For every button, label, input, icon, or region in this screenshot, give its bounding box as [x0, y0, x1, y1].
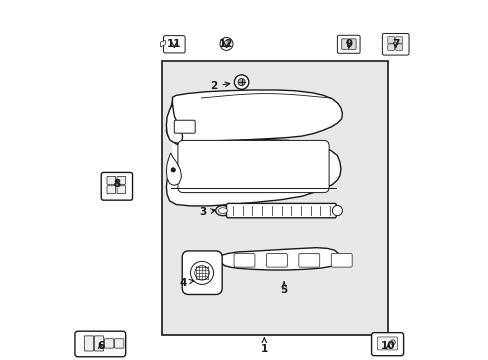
- FancyBboxPatch shape: [337, 35, 359, 53]
- FancyBboxPatch shape: [117, 186, 125, 194]
- FancyBboxPatch shape: [387, 44, 394, 50]
- FancyBboxPatch shape: [341, 39, 348, 49]
- Text: 1: 1: [260, 338, 267, 354]
- Text: 7: 7: [391, 39, 399, 49]
- FancyBboxPatch shape: [75, 331, 125, 357]
- FancyBboxPatch shape: [382, 33, 408, 55]
- Text: 12: 12: [219, 39, 233, 49]
- Ellipse shape: [215, 206, 230, 216]
- Circle shape: [234, 75, 248, 89]
- Polygon shape: [166, 101, 340, 206]
- Circle shape: [238, 78, 244, 86]
- Polygon shape: [166, 104, 182, 143]
- Text: 3: 3: [199, 207, 215, 217]
- Polygon shape: [218, 248, 339, 270]
- FancyBboxPatch shape: [395, 44, 402, 50]
- Bar: [162, 61, 387, 335]
- FancyBboxPatch shape: [234, 253, 254, 267]
- FancyBboxPatch shape: [104, 339, 114, 348]
- FancyBboxPatch shape: [298, 253, 319, 267]
- Circle shape: [223, 41, 229, 47]
- Text: 9: 9: [345, 39, 352, 49]
- Text: 6: 6: [97, 341, 104, 351]
- FancyBboxPatch shape: [107, 186, 115, 194]
- FancyBboxPatch shape: [107, 176, 115, 184]
- Circle shape: [190, 261, 213, 284]
- FancyBboxPatch shape: [174, 120, 195, 133]
- FancyBboxPatch shape: [182, 251, 222, 294]
- Polygon shape: [166, 90, 342, 141]
- FancyBboxPatch shape: [114, 339, 123, 348]
- Polygon shape: [166, 153, 181, 185]
- FancyBboxPatch shape: [330, 253, 351, 267]
- FancyBboxPatch shape: [377, 337, 397, 350]
- Circle shape: [220, 37, 232, 50]
- FancyBboxPatch shape: [395, 37, 402, 43]
- FancyBboxPatch shape: [387, 37, 394, 43]
- FancyBboxPatch shape: [94, 336, 103, 351]
- Polygon shape: [160, 40, 165, 47]
- FancyBboxPatch shape: [226, 203, 336, 218]
- Ellipse shape: [218, 208, 227, 213]
- Circle shape: [194, 266, 209, 280]
- Circle shape: [171, 168, 175, 172]
- Circle shape: [389, 340, 394, 345]
- Text: 8: 8: [113, 179, 120, 189]
- FancyBboxPatch shape: [348, 39, 355, 49]
- FancyBboxPatch shape: [178, 140, 328, 193]
- FancyBboxPatch shape: [266, 253, 287, 267]
- FancyBboxPatch shape: [371, 333, 403, 356]
- Text: 4: 4: [179, 278, 193, 288]
- Text: 5: 5: [280, 282, 287, 295]
- FancyBboxPatch shape: [117, 176, 125, 184]
- Circle shape: [332, 206, 342, 216]
- FancyBboxPatch shape: [101, 172, 132, 200]
- Text: 2: 2: [210, 81, 229, 91]
- FancyBboxPatch shape: [163, 36, 185, 53]
- Text: 10: 10: [381, 341, 395, 351]
- FancyBboxPatch shape: [84, 336, 94, 351]
- Text: 11: 11: [167, 39, 181, 49]
